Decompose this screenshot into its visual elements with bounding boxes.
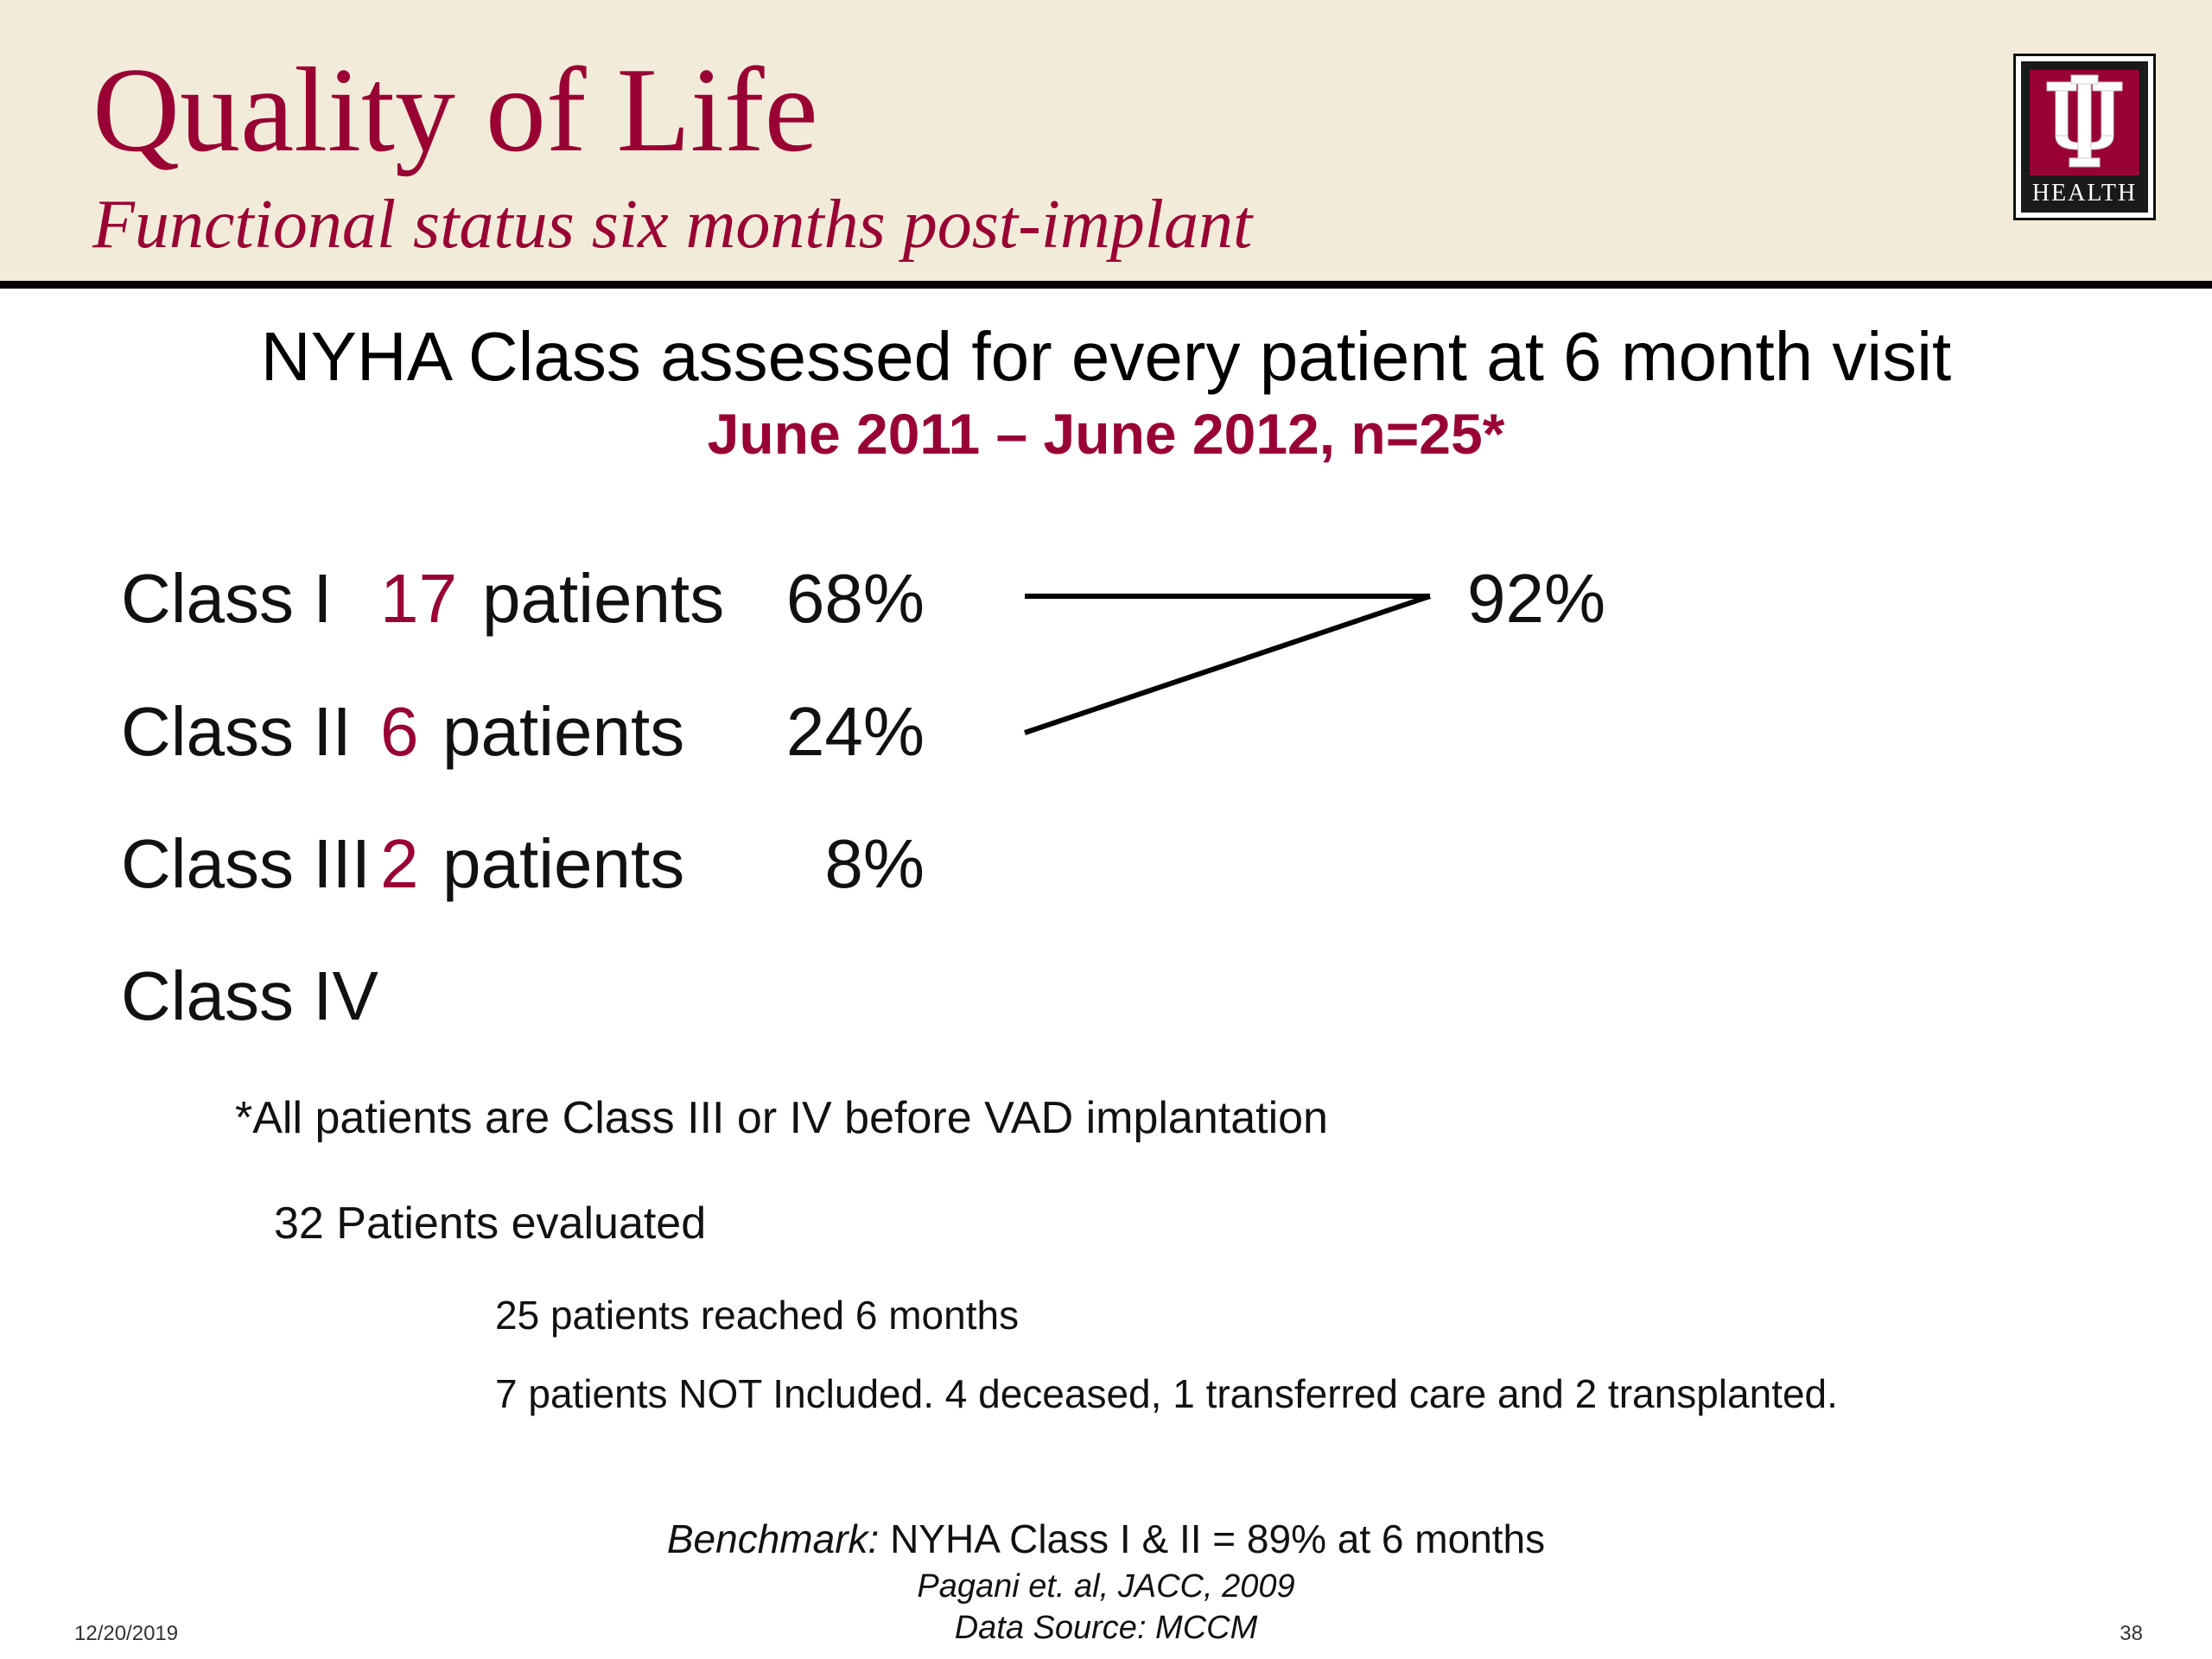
slide-title: Quality of Life: [92, 43, 818, 177]
class-label: Class II: [121, 693, 352, 770]
benchmark: Benchmark: NYHA Class I & II = 89% at 6 …: [0, 1514, 2212, 1564]
class-label: Class I: [121, 560, 333, 637]
subheadline: June 2011 – June 2012, n=25*: [707, 402, 1505, 466]
reached-note: 25 patients reached 6 months: [495, 1293, 1020, 1338]
bracket-diagonal-line: [1024, 594, 1431, 735]
header-divider: [0, 281, 2212, 289]
class-row: Class II 6 patients 24%: [0, 689, 1037, 775]
class-percent: 8%: [824, 825, 925, 902]
trident-icon: [2046, 74, 2123, 168]
patient-count: 6: [380, 693, 419, 770]
patient-count: 2: [380, 825, 419, 902]
footer-date: 12/20/2019: [74, 1622, 179, 1645]
data-source: Data Source: MCCM: [954, 1610, 1258, 1646]
patients-label: patients: [442, 825, 685, 902]
headline: NYHA Class assessed for every patient at…: [260, 318, 1952, 395]
evaluated-note: 32 Patients evaluated: [274, 1198, 707, 1249]
header-band: [0, 0, 2212, 281]
combined-bracket: [1024, 594, 1431, 735]
benchmark-text: NYHA Class I & II = 89% at 6 months: [879, 1516, 1546, 1561]
patients-label: patients: [482, 560, 725, 637]
patients-label: patients: [442, 693, 685, 770]
combined-percent: 92%: [1467, 560, 1606, 637]
page-number: 38: [2120, 1622, 2143, 1645]
class-row: Class III 2 patients 8%: [0, 821, 1037, 907]
logo-text: HEALTH: [2031, 180, 2138, 207]
class-row: Class I 17 patients 68%: [0, 556, 1037, 642]
class-percent: 68%: [785, 560, 925, 637]
asterisk-note: *All patients are Class III or IV before…: [235, 1093, 1328, 1143]
citation: Pagani et. al, JACC, 2009: [917, 1568, 1295, 1605]
class-label: Class IV: [121, 957, 378, 1034]
class-percent: 24%: [785, 693, 925, 770]
excluded-note: 7 patients NOT Included. 4 deceased, 1 t…: [495, 1371, 1838, 1416]
benchmark-label: Benchmark:: [666, 1516, 880, 1561]
iu-health-logo: HEALTH: [2013, 54, 2156, 220]
patient-count: 17: [380, 560, 457, 637]
class-label: Class III: [121, 825, 371, 902]
logo-frame: HEALTH: [2021, 61, 2148, 213]
slide-subtitle: Functional status six months post-implan…: [92, 187, 1253, 263]
logo-mark: [2030, 70, 2139, 175]
class-row: Class IV: [0, 953, 1037, 1039]
